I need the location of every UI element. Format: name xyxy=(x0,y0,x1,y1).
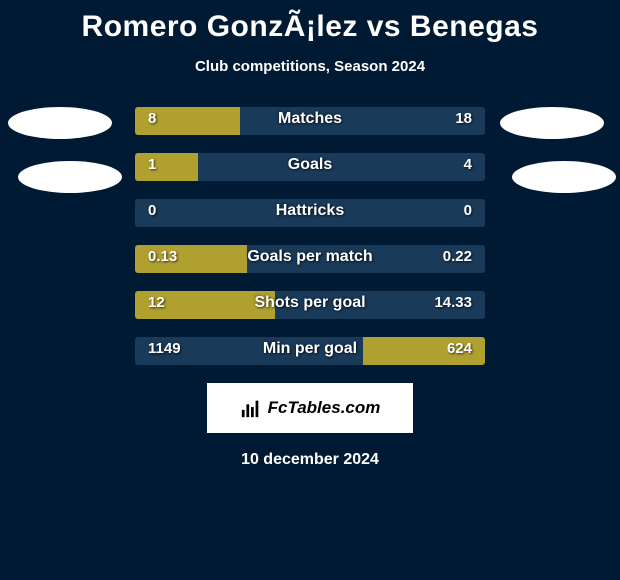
bar-track xyxy=(135,245,485,273)
bars-icon xyxy=(240,397,262,419)
bar-track xyxy=(135,107,485,135)
player-badge-placeholder xyxy=(512,161,616,193)
stat-row: Goals per match0.130.22 xyxy=(0,245,620,277)
bar-track xyxy=(135,291,485,319)
bar-track xyxy=(135,199,485,227)
bar-left xyxy=(135,107,240,135)
stat-row: Hattricks00 xyxy=(0,199,620,231)
player-badge-placeholder xyxy=(18,161,122,193)
bar-left xyxy=(135,291,275,319)
bar-track xyxy=(135,337,485,365)
date-text: 10 december 2024 xyxy=(0,451,620,469)
bar-left xyxy=(135,245,247,273)
player-badge-placeholder xyxy=(8,107,112,139)
player-badge-placeholder xyxy=(500,107,604,139)
stat-row: Min per goal1149624 xyxy=(0,337,620,369)
badge-text: FcTables.com xyxy=(268,398,381,418)
bar-track xyxy=(135,153,485,181)
bar-right xyxy=(363,337,486,365)
subtitle: Club competitions, Season 2024 xyxy=(0,58,620,75)
comparison-chart: Matches818Goals14Hattricks00Goals per ma… xyxy=(0,107,620,369)
source-badge: FcTables.com xyxy=(207,383,413,433)
page-title: Romero GonzÃ¡lez vs Benegas xyxy=(0,0,620,44)
bar-left xyxy=(135,153,198,181)
stat-row: Shots per goal1214.33 xyxy=(0,291,620,323)
